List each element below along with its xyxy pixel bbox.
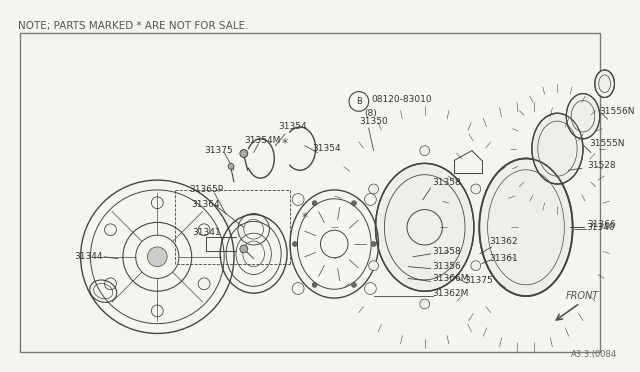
Circle shape [240, 150, 248, 157]
Text: 31362: 31362 [490, 237, 518, 246]
Circle shape [420, 299, 429, 309]
Text: 31354: 31354 [312, 144, 341, 153]
Circle shape [369, 261, 378, 270]
Text: *: * [282, 137, 288, 150]
Circle shape [420, 146, 429, 155]
Bar [20, 33, 600, 352]
Circle shape [471, 261, 481, 270]
Text: 31365P: 31365P [189, 185, 224, 195]
Text: 31341: 31341 [193, 228, 221, 237]
Text: 31361: 31361 [490, 254, 518, 263]
Text: 31350: 31350 [359, 116, 388, 126]
Circle shape [228, 163, 234, 169]
Text: 31364: 31364 [192, 200, 220, 209]
Text: NOTE; PARTS MARKED * ARE NOT FOR SALE.: NOTE; PARTS MARKED * ARE NOT FOR SALE. [18, 21, 248, 31]
Circle shape [351, 282, 356, 287]
Text: (8): (8) [364, 109, 376, 118]
Ellipse shape [532, 113, 583, 184]
Text: 31356: 31356 [433, 262, 461, 271]
Ellipse shape [595, 70, 614, 97]
Circle shape [312, 282, 317, 287]
Ellipse shape [566, 94, 600, 139]
Text: 31358: 31358 [433, 177, 461, 187]
Text: 31366M: 31366M [433, 274, 469, 283]
Text: 31555N: 31555N [589, 139, 625, 148]
Ellipse shape [479, 158, 573, 296]
Text: *: * [301, 211, 308, 224]
Ellipse shape [376, 163, 474, 291]
Text: 31344: 31344 [75, 252, 103, 261]
Text: 31375: 31375 [205, 146, 233, 155]
Text: FRONT: FRONT [565, 291, 598, 301]
Circle shape [292, 241, 298, 247]
Text: 31375: 31375 [464, 276, 493, 285]
Text: 31354M: 31354M [244, 136, 280, 145]
Circle shape [369, 184, 378, 194]
Text: 31354: 31354 [278, 122, 307, 131]
Circle shape [147, 247, 167, 267]
Circle shape [240, 245, 248, 253]
Circle shape [471, 184, 481, 194]
Text: B: B [356, 97, 362, 106]
Text: 08120-83010: 08120-83010 [372, 95, 432, 104]
Circle shape [371, 241, 376, 247]
Circle shape [312, 201, 317, 206]
Text: 31556N: 31556N [600, 107, 636, 116]
Text: 31362M: 31362M [433, 289, 469, 298]
Text: A3.3.(0084: A3.3.(0084 [572, 350, 618, 359]
Text: 31340: 31340 [586, 223, 614, 232]
Text: 31366: 31366 [587, 220, 616, 229]
Circle shape [351, 201, 356, 206]
Text: 31528: 31528 [587, 161, 616, 170]
Text: 31358: 31358 [433, 247, 461, 256]
